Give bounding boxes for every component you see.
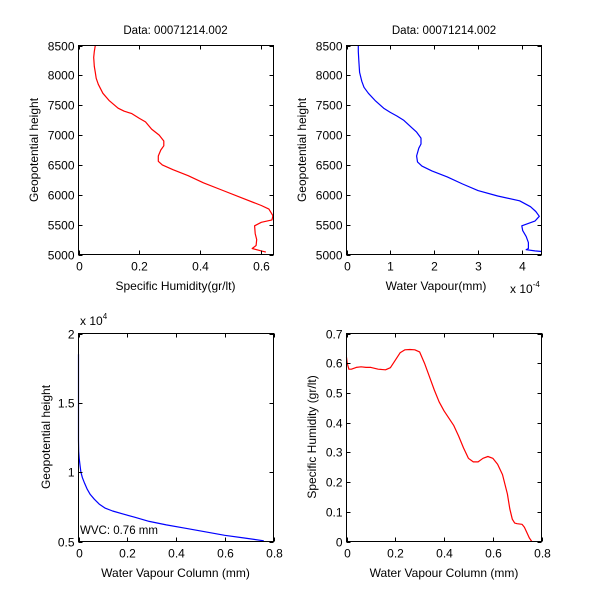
x-axis-label: Specific Humidity(gr/lt) xyxy=(115,279,235,293)
y-tick-label: 7000 xyxy=(316,129,343,143)
series-line-specific-humidity-profile xyxy=(93,45,274,253)
axes-frame xyxy=(78,45,274,255)
x-tick-label: 3 xyxy=(475,260,482,274)
ticks-layer: 0 0.2 0.4 0.6 0.8 0 0.1 0.2 0.3 0.4 0.5 0.6 0.7 xyxy=(326,328,551,561)
subplot-bottom-left: 0 0.2 0.4 0.6 0.8 0.5 1 1.5 2 x 104 Water Vapour… xyxy=(39,312,283,580)
y-tick-label: 5000 xyxy=(316,249,343,263)
y-tick-label: 7500 xyxy=(316,99,343,113)
axes-frame xyxy=(78,333,274,542)
y-tick-label: 0.3 xyxy=(326,446,343,460)
x-tick-label: 0 xyxy=(344,547,351,561)
x-axis-label: Water Vapour Column (mm) xyxy=(101,566,250,580)
x-tick-label: 0.6 xyxy=(485,547,502,561)
series-line-cumulative-water-vapour-column xyxy=(77,354,264,542)
x-tick-label: 0.4 xyxy=(436,547,453,561)
x-tick-label: 0.8 xyxy=(534,547,551,561)
y-tick-label: 0.2 xyxy=(326,476,343,490)
y-tick-label: 7000 xyxy=(48,129,75,143)
y-tick-label: 0 xyxy=(336,536,343,550)
x-tick-label: 0 xyxy=(76,260,83,274)
x-axis-exponent: x 10-4 xyxy=(510,280,540,296)
axes-frame xyxy=(346,333,542,542)
series-line-humidity-vs-column xyxy=(345,348,533,542)
wvc-annotation: WVC: 0.76 mm xyxy=(80,525,158,537)
series-line-water-vapour-profile xyxy=(357,45,542,253)
series-layer xyxy=(77,354,264,542)
ticks-layer: 0 0.2 0.4 0.6 0.8 0.5 1 1.5 2 xyxy=(58,328,283,561)
y-tick-label: 5500 xyxy=(48,219,75,233)
x-tick-label: 0 xyxy=(76,547,83,561)
subplot-top-right: Data: 00071214.002 0 1 2 3 4 5000 5500 6000 6500… xyxy=(295,25,542,296)
y-tick-label: 0.5 xyxy=(326,387,343,401)
series-layer xyxy=(93,45,274,253)
x-tick-label: 2 xyxy=(431,260,438,274)
y-tick-label: 8500 xyxy=(48,40,75,54)
x-tick-label: 0 xyxy=(344,260,351,274)
series-layer xyxy=(345,348,533,542)
x-tick-label: 4 xyxy=(519,260,526,274)
x-exponent-power: -4 xyxy=(533,280,541,289)
x-tick-label: 0.4 xyxy=(192,260,209,274)
y-tick-label: 0.7 xyxy=(326,328,343,342)
ticks-layer: 0 1 2 3 4 5000 5500 6000 6500 7000 7500 8000 8500 xyxy=(316,40,542,274)
subplot-top-left: Data: 00071214.002 0 0.2 0.4 0.6 5000 5500 600… xyxy=(27,25,274,293)
subplot-title: Data: 00071214.002 xyxy=(123,25,227,37)
y-tick-label: 6500 xyxy=(48,159,75,173)
x-tick-label: 0.4 xyxy=(168,547,185,561)
y-axis-label: Specific Humidity (gr/lt) xyxy=(305,375,319,498)
y-tick-label: 7500 xyxy=(48,99,75,113)
x-tick-label: 0.6 xyxy=(217,547,234,561)
x-tick-label: 0.2 xyxy=(131,260,148,274)
y-tick-label: 8000 xyxy=(48,69,75,83)
x-axis-label: Water Vapour Column (mm) xyxy=(370,566,519,580)
y-axis-exponent: x 104 xyxy=(80,312,108,328)
x-tick-label: 0.2 xyxy=(119,547,136,561)
y-tick-label: 5500 xyxy=(316,219,343,233)
y-tick-label: 8000 xyxy=(316,69,343,83)
y-tick-label: 0.6 xyxy=(326,357,343,371)
y-tick-label: 0.5 xyxy=(58,536,75,550)
x-axis-label: Water Vapour(mm) xyxy=(386,279,487,293)
y-axis-label: Geopotential height xyxy=(27,97,41,202)
y-tick-label: 2 xyxy=(68,328,75,342)
y-tick-label: 1.5 xyxy=(58,397,75,411)
y-tick-label: 5000 xyxy=(48,249,75,263)
y-tick-label: 6000 xyxy=(316,189,343,203)
subplot-title: Data: 00071214.002 xyxy=(392,25,496,37)
y-tick-label: 1 xyxy=(68,466,75,480)
x-tick-label: 1 xyxy=(387,260,394,274)
y-tick-label: 0.4 xyxy=(326,417,343,431)
y-exponent-power: 4 xyxy=(103,312,108,321)
y-exponent-base: x 10 xyxy=(80,314,103,328)
x-tick-label: 0.8 xyxy=(266,547,283,561)
y-tick-label: 6500 xyxy=(316,159,343,173)
x-tick-label: 0.6 xyxy=(253,260,270,274)
subplot-bottom-right: 0 0.2 0.4 0.6 0.8 0 0.1 0.2 0.3 0.4 0.5 0.6 0.7 Wate… xyxy=(305,328,551,581)
y-tick-label: 0.1 xyxy=(326,506,343,520)
x-tick-label: 0.2 xyxy=(387,547,404,561)
axes-frame xyxy=(346,45,542,255)
y-axis-label: Geopotential height xyxy=(295,97,309,202)
ticks-layer: 0 0.2 0.4 0.6 5000 5500 6000 6500 7000 7500 8000 85… xyxy=(48,40,274,274)
y-tick-label: 8500 xyxy=(316,40,343,54)
y-tick-label: 6000 xyxy=(48,189,75,203)
series-layer xyxy=(357,45,542,253)
x-exponent-base: x 10 xyxy=(510,282,533,296)
y-axis-label: Geopotential height xyxy=(39,384,53,489)
